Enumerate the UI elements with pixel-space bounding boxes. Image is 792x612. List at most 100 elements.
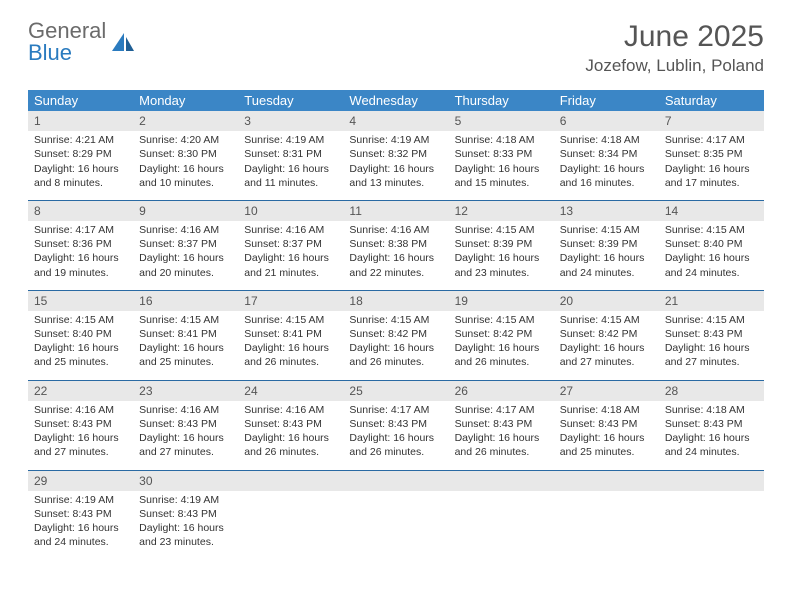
sunrise-line: Sunrise: 4:17 AM — [349, 403, 442, 417]
calendar-cell: 6Sunrise: 4:18 AMSunset: 8:34 PMDaylight… — [554, 111, 659, 200]
day-details: Sunrise: 4:15 AMSunset: 8:42 PMDaylight:… — [449, 311, 554, 380]
calendar-cell: 13Sunrise: 4:15 AMSunset: 8:39 PMDayligh… — [554, 200, 659, 290]
calendar-cell: 12Sunrise: 4:15 AMSunset: 8:39 PMDayligh… — [449, 200, 554, 290]
day-details: Sunrise: 4:18 AMSunset: 8:33 PMDaylight:… — [449, 131, 554, 200]
sunset-line: Sunset: 8:42 PM — [455, 327, 548, 341]
calendar-row: 22Sunrise: 4:16 AMSunset: 8:43 PMDayligh… — [28, 380, 764, 470]
sunset-line: Sunset: 8:34 PM — [560, 147, 653, 161]
header: General Blue June 2025 Jozefow, Lublin, … — [0, 0, 792, 84]
day-details: Sunrise: 4:16 AMSunset: 8:43 PMDaylight:… — [133, 401, 238, 470]
day-number: 1 — [28, 111, 133, 131]
day-number: 28 — [659, 380, 764, 401]
daylight-line: Daylight: 16 hours and 27 minutes. — [665, 341, 758, 369]
day-number — [238, 470, 343, 491]
sunrise-line: Sunrise: 4:19 AM — [349, 133, 442, 147]
daylight-line: Daylight: 16 hours and 25 minutes. — [560, 431, 653, 459]
calendar-cell: 20Sunrise: 4:15 AMSunset: 8:42 PMDayligh… — [554, 290, 659, 380]
sunset-line: Sunset: 8:43 PM — [665, 417, 758, 431]
calendar-cell: 22Sunrise: 4:16 AMSunset: 8:43 PMDayligh… — [28, 380, 133, 470]
day-number: 21 — [659, 290, 764, 311]
sunset-line: Sunset: 8:43 PM — [139, 417, 232, 431]
sunrise-line: Sunrise: 4:15 AM — [455, 223, 548, 237]
calendar-cell — [238, 470, 343, 560]
sunset-line: Sunset: 8:39 PM — [455, 237, 548, 251]
weekday-header: Friday — [554, 90, 659, 111]
daylight-line: Daylight: 16 hours and 26 minutes. — [349, 341, 442, 369]
sunset-line: Sunset: 8:36 PM — [34, 237, 127, 251]
sunrise-line: Sunrise: 4:18 AM — [560, 133, 653, 147]
daylight-line: Daylight: 16 hours and 16 minutes. — [560, 162, 653, 190]
calendar-cell: 17Sunrise: 4:15 AMSunset: 8:41 PMDayligh… — [238, 290, 343, 380]
calendar-cell: 3Sunrise: 4:19 AMSunset: 8:31 PMDaylight… — [238, 111, 343, 200]
daylight-line: Daylight: 16 hours and 8 minutes. — [34, 162, 127, 190]
daylight-line: Daylight: 16 hours and 26 minutes. — [455, 431, 548, 459]
sunset-line: Sunset: 8:37 PM — [244, 237, 337, 251]
calendar-cell: 18Sunrise: 4:15 AMSunset: 8:42 PMDayligh… — [343, 290, 448, 380]
calendar-cell: 15Sunrise: 4:15 AMSunset: 8:40 PMDayligh… — [28, 290, 133, 380]
calendar-cell: 2Sunrise: 4:20 AMSunset: 8:30 PMDaylight… — [133, 111, 238, 200]
sunrise-line: Sunrise: 4:16 AM — [244, 223, 337, 237]
day-details: Sunrise: 4:17 AMSunset: 8:43 PMDaylight:… — [343, 401, 448, 470]
day-details: Sunrise: 4:18 AMSunset: 8:34 PMDaylight:… — [554, 131, 659, 200]
day-number: 19 — [449, 290, 554, 311]
day-number — [449, 470, 554, 491]
daylight-line: Daylight: 16 hours and 22 minutes. — [349, 251, 442, 279]
sunset-line: Sunset: 8:43 PM — [349, 417, 442, 431]
calendar-cell — [554, 470, 659, 560]
month-title: June 2025 — [585, 20, 764, 54]
daylight-line: Daylight: 16 hours and 26 minutes. — [349, 431, 442, 459]
sunrise-line: Sunrise: 4:15 AM — [560, 223, 653, 237]
calendar-cell: 24Sunrise: 4:16 AMSunset: 8:43 PMDayligh… — [238, 380, 343, 470]
sunset-line: Sunset: 8:42 PM — [349, 327, 442, 341]
calendar-cell: 23Sunrise: 4:16 AMSunset: 8:43 PMDayligh… — [133, 380, 238, 470]
calendar-cell: 4Sunrise: 4:19 AMSunset: 8:32 PMDaylight… — [343, 111, 448, 200]
day-details — [449, 491, 554, 551]
daylight-line: Daylight: 16 hours and 25 minutes. — [139, 341, 232, 369]
day-details: Sunrise: 4:15 AMSunset: 8:42 PMDaylight:… — [554, 311, 659, 380]
daylight-line: Daylight: 16 hours and 26 minutes. — [244, 431, 337, 459]
location: Jozefow, Lublin, Poland — [585, 56, 764, 76]
day-details — [238, 491, 343, 551]
daylight-line: Daylight: 16 hours and 23 minutes. — [455, 251, 548, 279]
logo: General Blue — [28, 20, 136, 64]
day-details: Sunrise: 4:18 AMSunset: 8:43 PMDaylight:… — [554, 401, 659, 470]
sunrise-line: Sunrise: 4:19 AM — [139, 493, 232, 507]
daylight-line: Daylight: 16 hours and 19 minutes. — [34, 251, 127, 279]
day-details: Sunrise: 4:17 AMSunset: 8:36 PMDaylight:… — [28, 221, 133, 290]
sunrise-line: Sunrise: 4:21 AM — [34, 133, 127, 147]
calendar-cell: 5Sunrise: 4:18 AMSunset: 8:33 PMDaylight… — [449, 111, 554, 200]
day-details: Sunrise: 4:15 AMSunset: 8:41 PMDaylight:… — [238, 311, 343, 380]
calendar-body: 1Sunrise: 4:21 AMSunset: 8:29 PMDaylight… — [28, 111, 764, 559]
sunrise-line: Sunrise: 4:19 AM — [34, 493, 127, 507]
sunrise-line: Sunrise: 4:16 AM — [34, 403, 127, 417]
sunset-line: Sunset: 8:30 PM — [139, 147, 232, 161]
calendar-cell — [449, 470, 554, 560]
weekday-header: Sunday — [28, 90, 133, 111]
sunset-line: Sunset: 8:29 PM — [34, 147, 127, 161]
day-number: 24 — [238, 380, 343, 401]
calendar-cell: 1 Sunrise: 4:21 AMSunset: 8:29 PMDaylight… — [28, 111, 133, 200]
sunrise-line: Sunrise: 4:15 AM — [244, 313, 337, 327]
sunrise-line: Sunrise: 4:19 AM — [244, 133, 337, 147]
day-number: 12 — [449, 200, 554, 221]
day-details: Sunrise: 4:15 AMSunset: 8:39 PMDaylight:… — [449, 221, 554, 290]
daylight-line: Daylight: 16 hours and 15 minutes. — [455, 162, 548, 190]
sunset-line: Sunset: 8:40 PM — [34, 327, 127, 341]
day-details: Sunrise: 4:15 AMSunset: 8:43 PMDaylight:… — [659, 311, 764, 380]
day-number: 18 — [343, 290, 448, 311]
day-number: 8 — [28, 200, 133, 221]
day-details — [659, 491, 764, 551]
weekday-header: Wednesday — [343, 90, 448, 111]
sunset-line: Sunset: 8:42 PM — [560, 327, 653, 341]
daylight-line: Daylight: 16 hours and 17 minutes. — [665, 162, 758, 190]
day-details: Sunrise: 4:16 AMSunset: 8:37 PMDaylight:… — [238, 221, 343, 290]
weekday-header: Tuesday — [238, 90, 343, 111]
calendar-cell: 14Sunrise: 4:15 AMSunset: 8:40 PMDayligh… — [659, 200, 764, 290]
calendar-cell: 7Sunrise: 4:17 AMSunset: 8:35 PMDaylight… — [659, 111, 764, 200]
sunset-line: Sunset: 8:38 PM — [349, 237, 442, 251]
sunset-line: Sunset: 8:31 PM — [244, 147, 337, 161]
calendar-cell: 16Sunrise: 4:15 AMSunset: 8:41 PMDayligh… — [133, 290, 238, 380]
day-number: 30 — [133, 470, 238, 491]
day-details: Sunrise: 4:15 AMSunset: 8:40 PMDaylight:… — [659, 221, 764, 290]
day-number: 4 — [343, 111, 448, 131]
